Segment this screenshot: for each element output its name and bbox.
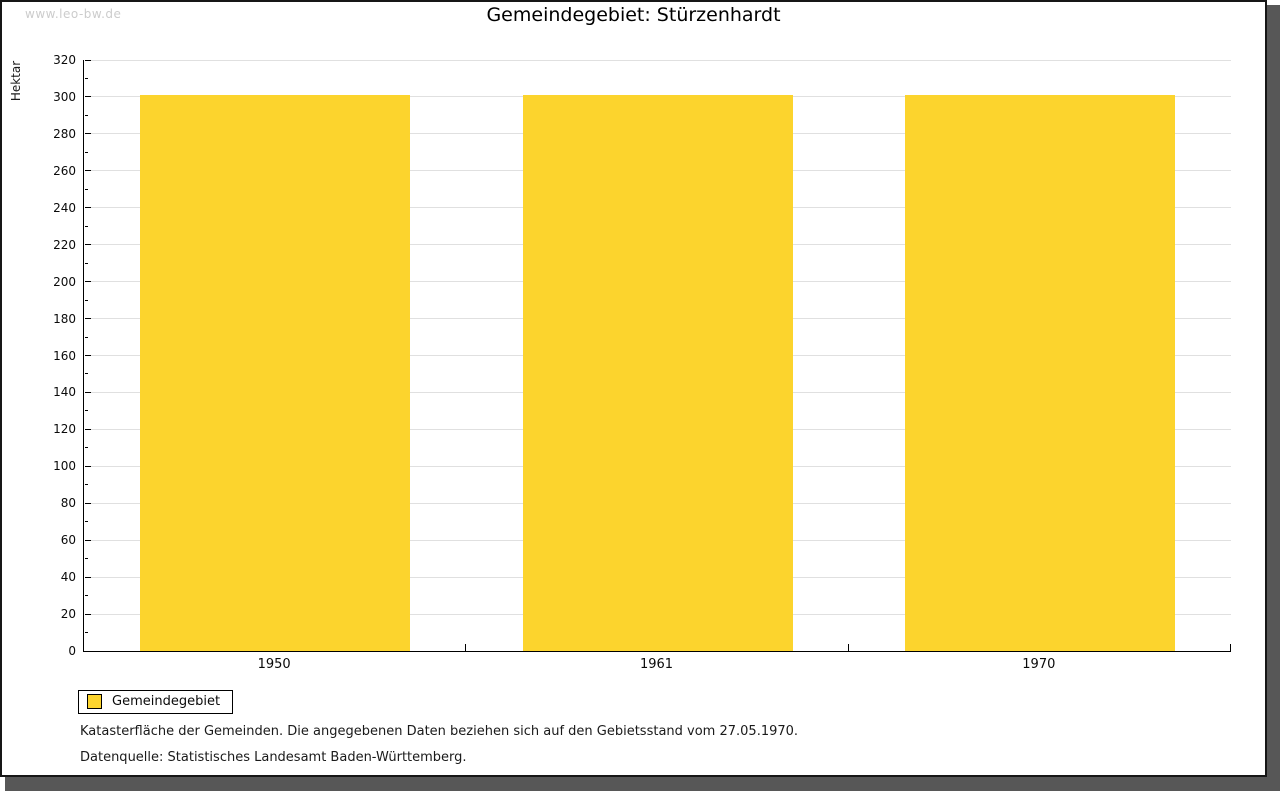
y-axis-tick-major xyxy=(85,207,91,209)
y-axis-tick-minor xyxy=(85,484,88,486)
chart-frame: www.leo-bw.de Gemeindegebiet: Stürzenhar… xyxy=(0,0,1267,777)
y-axis-tick-major xyxy=(85,59,91,61)
y-axis-tick-minor xyxy=(85,447,88,449)
bar-1961 xyxy=(522,95,793,651)
y-axis-title: Hektar xyxy=(9,60,23,102)
y-axis-tick-major xyxy=(85,281,91,283)
y-axis-tick-minor xyxy=(85,262,88,264)
y-axis-tick-major xyxy=(85,133,91,135)
y-axis-tick-minor xyxy=(85,151,88,153)
bar-1970 xyxy=(904,95,1175,651)
y-axis-tick-label: 40 xyxy=(60,570,76,585)
y-axis-tick-minor xyxy=(85,114,88,116)
y-axis-tick-minor xyxy=(85,225,88,227)
y-axis-tick-label: 160 xyxy=(53,348,76,363)
bar-1950 xyxy=(140,95,411,651)
y-axis-tick-label: 300 xyxy=(53,89,76,104)
x-axis-tick xyxy=(847,644,849,651)
y-axis-tick-major xyxy=(85,391,91,393)
y-axis-tick-label: 320 xyxy=(53,53,76,67)
y-axis-tick-major xyxy=(85,318,91,320)
y-axis-tick-minor xyxy=(85,595,88,597)
legend-label: Gemeindegebiet xyxy=(112,694,221,709)
y-axis-tick-minor xyxy=(85,410,88,412)
y-axis-tick-major xyxy=(85,428,91,430)
y-axis-tick-minor xyxy=(85,77,88,79)
y-axis-tick-major xyxy=(85,96,91,98)
y-axis-tick-major xyxy=(85,355,91,356)
y-axis-tick-minor xyxy=(85,521,88,523)
y-axis-tick-label: 260 xyxy=(53,163,76,178)
y-axis-tick-major xyxy=(85,539,91,541)
legend: Gemeindegebiet xyxy=(78,690,234,714)
y-axis-tick-label: 100 xyxy=(53,459,76,474)
y-axis-tick-label: 240 xyxy=(53,200,76,215)
y-axis-tick-minor xyxy=(85,299,88,301)
footnote-source-note: Katasterfläche der Gemeinden. Die angege… xyxy=(80,724,799,739)
y-axis-tick-minor xyxy=(85,558,88,560)
x-axis-tick-label: 1970 xyxy=(1022,657,1056,672)
x-axis-tick xyxy=(465,644,467,651)
y-axis-tick-major xyxy=(85,465,91,467)
y-axis-tick-label: 200 xyxy=(53,274,76,289)
y-axis-tick-minor xyxy=(85,632,88,634)
y-axis-tick-major xyxy=(85,613,91,615)
y-axis-tick-label: 0 xyxy=(68,644,76,658)
footnote-data-source: Datenquelle: Statistisches Landesamt Bad… xyxy=(80,750,467,765)
legend-swatch xyxy=(87,694,102,709)
frame-shadow-bottom xyxy=(5,777,1280,791)
y-axis-tick-label: 120 xyxy=(53,422,76,437)
y-axis-tick-minor xyxy=(85,188,88,190)
y-axis-tick-label: 20 xyxy=(60,607,76,622)
y-axis-tick-label: 180 xyxy=(53,311,76,326)
y-axis-tick-label: 60 xyxy=(60,533,76,548)
y-axis-tick-label: 80 xyxy=(60,496,76,511)
y-axis-tick-major xyxy=(85,244,91,246)
x-axis-tick xyxy=(1230,644,1231,651)
x-axis-tick-label: 1961 xyxy=(639,657,674,672)
y-axis-tick-major xyxy=(85,502,91,504)
y-axis-tick-minor xyxy=(85,373,88,375)
y-axis-tick-label: 220 xyxy=(53,237,76,252)
y-axis-tick-label: 140 xyxy=(53,385,76,400)
y-axis-tick-minor xyxy=(85,336,88,338)
y-axis-tick-label: 280 xyxy=(53,126,76,141)
plot-area xyxy=(83,59,1231,652)
y-axis-tick-major xyxy=(85,576,91,578)
chart-title: Gemeindegebiet: Stürzenhardt xyxy=(486,4,781,26)
gridline xyxy=(85,59,1231,61)
watermark: www.leo-bw.de xyxy=(25,7,122,21)
y-axis-tick-major xyxy=(85,170,91,172)
x-axis-tick-label: 1950 xyxy=(257,657,291,672)
frame-shadow-right xyxy=(1267,5,1280,791)
